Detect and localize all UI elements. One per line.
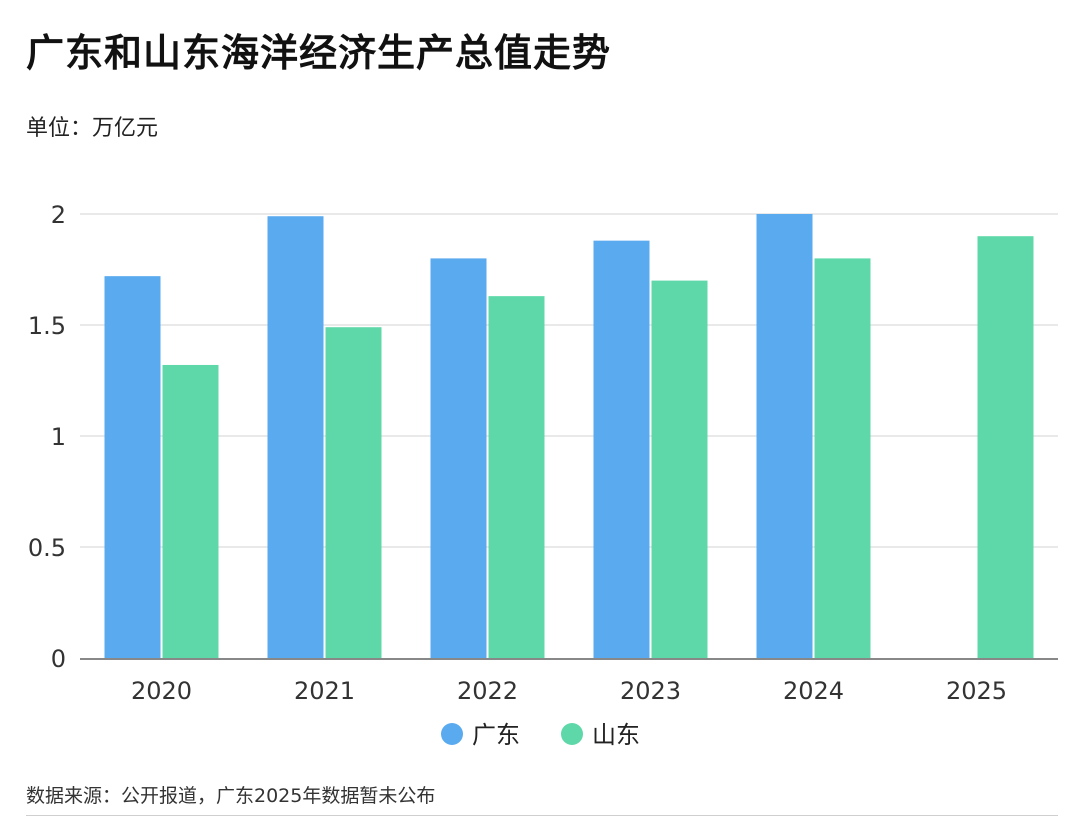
bar-山东-2025 [977,236,1034,658]
grid-lines [80,213,1058,548]
bar-广东-2020 [104,276,161,658]
source-note: 数据来源：公开报道，广东2025年数据暂未公布 [26,785,436,807]
y-tick-label: 1 [51,423,66,451]
x-tick-label: 2021 [294,677,355,705]
x-axis-ticks: 2020 2021 2022 2023 2024 2025 [131,677,1007,705]
x-tick-label: 2023 [620,677,681,705]
x-tick-label: 2025 [946,677,1007,705]
bar-广东-2022 [430,258,487,658]
bar-广东-2024 [756,214,813,658]
x-tick-label: 2020 [131,677,192,705]
legend-swatch-广东 [441,723,463,745]
footer-divider [26,815,1058,816]
y-tick-label: 1.5 [28,312,66,340]
chart-title: 广东和山东海洋经济生产总值走势 [26,31,612,75]
bar-广东-2021 [267,216,324,658]
bar-山东-2021 [325,327,382,658]
bar-山东-2024 [814,258,871,658]
bar-山东-2022 [488,296,545,658]
x-tick-label: 2022 [457,677,518,705]
legend-label: 山东 [592,721,640,749]
legend: 广东 山东 [441,721,640,749]
bar-广东-2023 [593,240,650,658]
legend-swatch-山东 [561,723,583,745]
bar-山东-2023 [651,280,708,658]
unit-label: 单位：万亿元 [26,116,159,141]
y-axis-ticks: 0 0.5 1 1.5 2 [28,201,66,673]
x-tick-label: 2024 [783,677,844,705]
y-tick-label: 0.5 [28,534,66,562]
y-tick-label: 2 [51,201,66,229]
bars [104,214,1034,658]
y-tick-label: 0 [51,645,66,673]
legend-label: 广东 [472,721,520,749]
bar-山东-2020 [162,364,219,658]
